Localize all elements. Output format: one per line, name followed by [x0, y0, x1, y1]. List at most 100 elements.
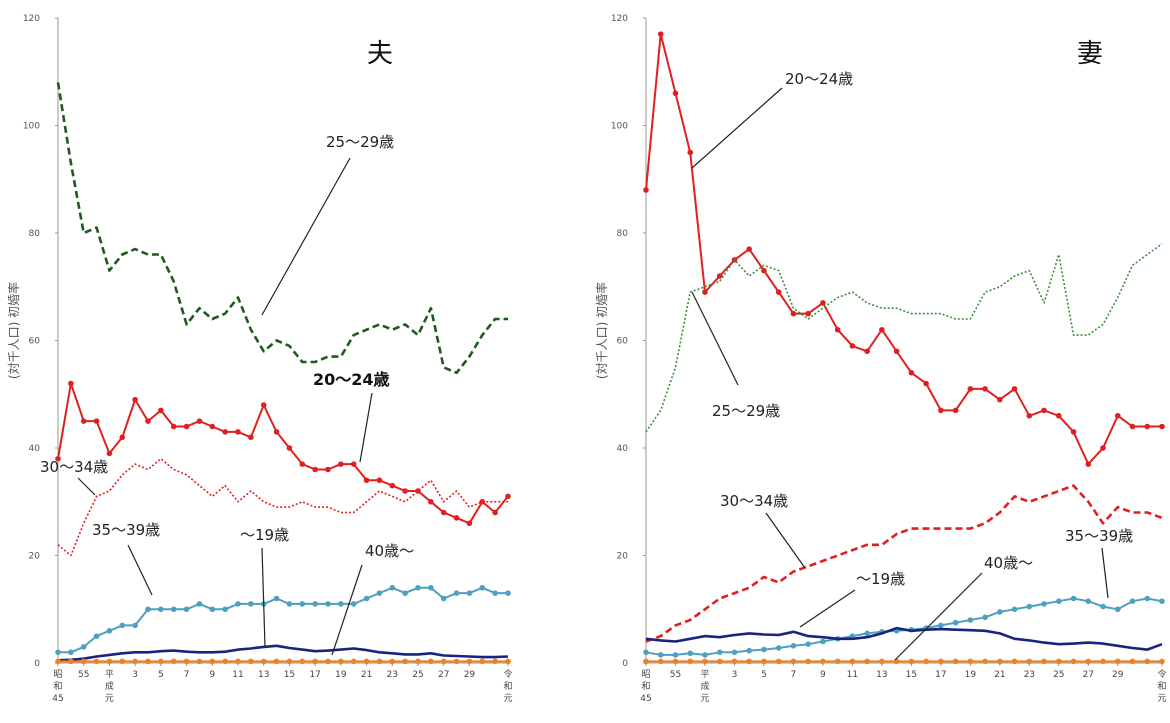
data-point: [997, 396, 1003, 403]
data-point: [790, 310, 797, 317]
data-point: [158, 606, 164, 613]
data-point: [479, 658, 486, 665]
data-point: [222, 658, 228, 665]
data-point: [440, 658, 447, 665]
x-tick-label: 27: [438, 670, 449, 680]
data-point: [657, 652, 664, 658]
x-tick-label: 27: [1083, 670, 1094, 680]
y-tick-label: 60: [29, 337, 41, 347]
data-point: [350, 461, 357, 467]
data-point: [1026, 412, 1033, 419]
series-label: 35～39歳: [1065, 527, 1133, 545]
data-point: [820, 300, 826, 306]
data-point: [106, 627, 113, 634]
y-tick-label: 80: [617, 229, 629, 239]
series-line-0-3: [58, 586, 508, 654]
data-point: [849, 343, 856, 349]
series-line-1-3: [645, 597, 1163, 656]
data-point: [1026, 658, 1033, 665]
data-point: [1159, 598, 1165, 604]
data-point: [479, 584, 486, 591]
data-point: [938, 622, 944, 629]
x-tick-label: 平成元: [700, 669, 709, 704]
data-point: [80, 658, 87, 665]
data-point: [687, 658, 694, 665]
leader-line: [359, 392, 373, 463]
data-point: [170, 658, 177, 665]
data-point: [428, 658, 434, 665]
series-label: ～19歳: [240, 526, 289, 544]
data-point: [325, 466, 331, 473]
data-point: [775, 645, 782, 651]
data-point: [389, 584, 396, 591]
data-point: [119, 434, 126, 441]
panel-title: 妻: [1077, 39, 1103, 69]
data-point: [248, 601, 254, 607]
data-point: [908, 658, 915, 665]
data-point: [982, 386, 988, 392]
data-point: [440, 509, 447, 516]
data-point: [145, 606, 151, 613]
data-point: [350, 658, 357, 665]
data-point: [389, 658, 396, 665]
x-tick-label: 3: [732, 670, 738, 680]
data-point: [716, 658, 723, 665]
x-tick-label: 25: [1053, 670, 1064, 680]
series-label: ～19歳: [856, 570, 905, 588]
data-point: [731, 658, 738, 665]
data-point: [209, 423, 216, 430]
data-point: [440, 595, 447, 602]
data-point: [492, 509, 498, 516]
x-tick-label: 55: [78, 670, 89, 680]
series-label: 20～24歳: [785, 70, 853, 88]
data-point: [363, 658, 370, 665]
data-point: [209, 606, 216, 613]
data-point: [132, 622, 138, 629]
x-tick-label: 19: [335, 670, 347, 680]
data-point: [893, 658, 900, 665]
data-point: [1114, 658, 1121, 665]
y-tick-label: 20: [29, 552, 41, 562]
data-point: [492, 658, 498, 665]
data-point: [119, 658, 126, 665]
data-point: [1070, 658, 1077, 665]
data-point: [1144, 423, 1151, 430]
y-tick-label: 80: [29, 229, 41, 239]
data-point: [145, 658, 151, 665]
data-point: [864, 348, 870, 355]
data-point: [93, 418, 100, 424]
x-tick-label: 9: [209, 670, 215, 680]
y-tick-label: 0: [622, 659, 628, 669]
series-label: 40歳～: [984, 554, 1033, 572]
data-point: [312, 601, 318, 607]
data-point: [453, 658, 460, 665]
x-tick-label: 5: [761, 670, 767, 680]
data-point: [864, 630, 870, 637]
x-tick-label: 昭和 45: [640, 669, 651, 704]
data-point: [716, 273, 723, 279]
series-line-1-0: [645, 33, 1162, 466]
data-point: [908, 369, 915, 376]
data-point: [672, 658, 679, 665]
data-point: [299, 658, 306, 665]
data-point: [415, 658, 421, 665]
series-label: 30～34歳: [720, 492, 788, 510]
data-point: [196, 601, 203, 607]
data-point: [466, 520, 473, 527]
data-point: [761, 267, 767, 274]
x-tick-label: 29: [464, 670, 476, 680]
data-point: [1056, 658, 1062, 665]
data-point: [158, 658, 164, 665]
data-point: [982, 658, 988, 665]
series-line-1-2: [645, 484, 1163, 643]
series-label: 40歳～: [365, 542, 414, 560]
data-point: [389, 482, 396, 489]
series-line-1-4: [645, 626, 1163, 651]
data-point: [952, 619, 959, 626]
x-tick-label: 9: [820, 670, 826, 680]
series-label: 30～34歳: [40, 458, 108, 476]
data-point: [55, 658, 61, 665]
data-point: [805, 658, 811, 665]
y-tick-label: 120: [611, 14, 628, 24]
